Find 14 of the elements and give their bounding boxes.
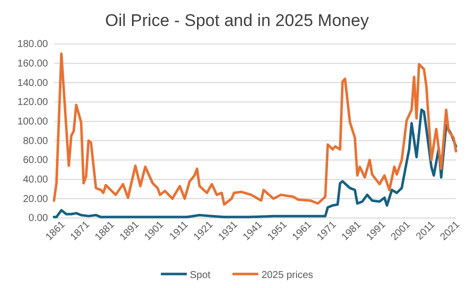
y-tick-label: 140.00 [17, 78, 48, 89]
y-tick-label: 20.00 [22, 194, 48, 205]
chart-title: Oil Price - Spot and in 2025 Money [105, 11, 370, 30]
y-tick-label: 120.00 [17, 97, 48, 108]
y-tick-label: 180.00 [17, 39, 48, 50]
y-tick-label: 60.00 [22, 155, 48, 166]
y-tick-label: 100.00 [17, 116, 48, 128]
y-tick-label: 0.00 [28, 213, 48, 224]
y-tick-label: 160.00 [17, 58, 48, 70]
y-tick-label: 80.00 [22, 136, 48, 147]
legend-label: 2025 prices [261, 270, 314, 281]
y-tick-label: 40.00 [22, 174, 48, 186]
legend-label: Spot [190, 270, 211, 281]
line-series [52, 52, 458, 206]
